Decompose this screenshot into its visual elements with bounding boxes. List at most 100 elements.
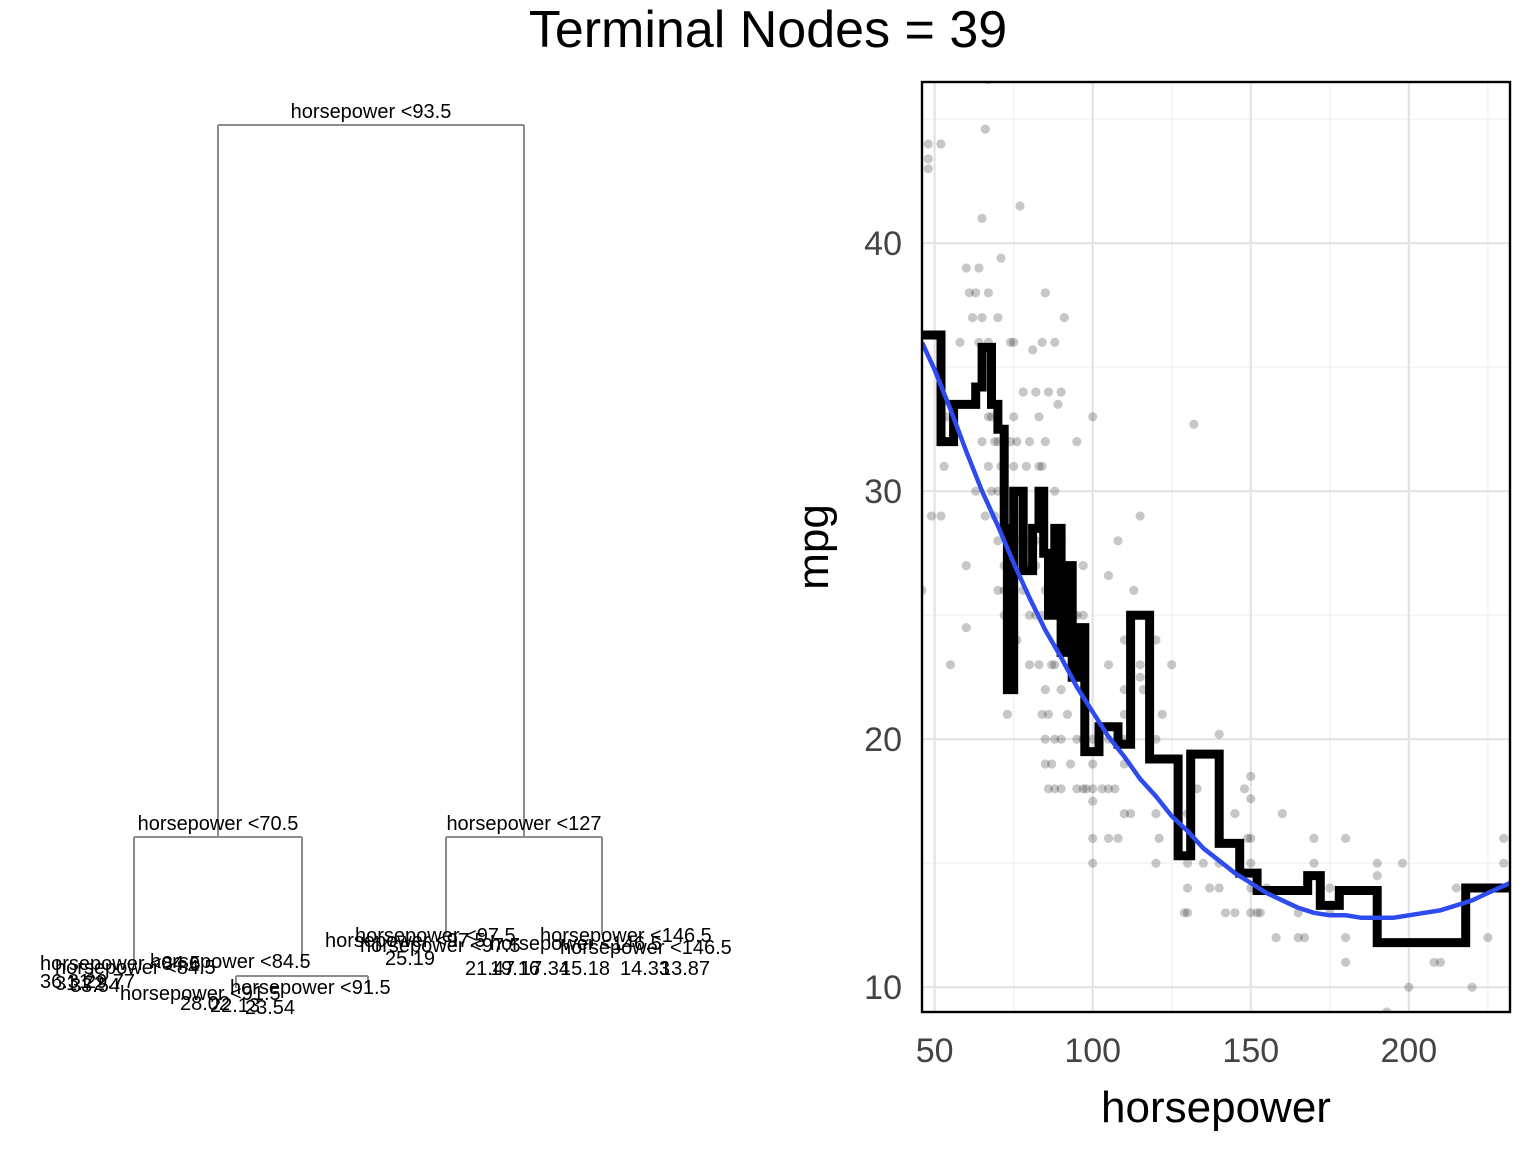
- data-point: [1103, 570, 1114, 581]
- data-point: [1129, 585, 1139, 596]
- data-point: [1015, 201, 1025, 211]
- tree-leaf-value: 21.47: [465, 958, 515, 980]
- data-point: [1002, 709, 1012, 720]
- data-point: [1078, 784, 1088, 794]
- data-point: [926, 511, 937, 521]
- data-point: [1113, 833, 1123, 844]
- data-point: [1214, 883, 1224, 893]
- data-point: [1009, 461, 1019, 471]
- y-tick-label: 20: [864, 721, 902, 759]
- data-point: [1499, 858, 1509, 868]
- tree-leaf-value: 28.02: [180, 993, 230, 1015]
- data-point: [1135, 660, 1145, 670]
- tree-split-label: horsepower <146.5: [560, 937, 732, 959]
- tree-leaf-value: 19.16: [490, 958, 540, 980]
- data-point: [939, 461, 949, 471]
- data-point: [1103, 660, 1114, 670]
- data-point: [1024, 437, 1035, 447]
- data-point: [1198, 858, 1208, 868]
- data-point: [980, 511, 990, 521]
- data-point: [1088, 833, 1098, 844]
- data-point: [1043, 387, 1054, 397]
- data-point: [1451, 883, 1461, 893]
- data-point: [1113, 536, 1123, 546]
- data-point: [1065, 759, 1076, 769]
- x-axis-title: horsepower: [1101, 1083, 1331, 1132]
- data-point: [977, 313, 987, 323]
- tree-split-label: horsepower <91.5: [120, 983, 281, 1005]
- data-point: [1072, 734, 1082, 744]
- data-point: [1499, 833, 1509, 844]
- data-point: [1034, 461, 1044, 471]
- tree-leaf-value: 31.72: [55, 973, 105, 995]
- tree-split-label: horsepower <91.5: [230, 977, 391, 999]
- tree-step-fit-line: [922, 330, 1510, 948]
- data-point: [1205, 883, 1215, 893]
- data-point: [1372, 871, 1382, 881]
- page-title: Terminal Nodes = 39: [528, 1, 1008, 59]
- panel-border: [920, 80, 1512, 1014]
- data-point: [1404, 982, 1414, 992]
- data-point: [1040, 685, 1050, 695]
- data-point: [1072, 437, 1082, 447]
- data-point: [1088, 784, 1098, 794]
- data-point: [1031, 387, 1041, 397]
- tree-split-label: horsepower <84.5: [150, 951, 311, 973]
- tree-split-label: horsepower <70.5: [138, 813, 299, 835]
- data-point: [967, 313, 978, 323]
- data-point: [936, 139, 946, 149]
- data-point: [1119, 809, 1129, 819]
- x-tick-label: 50: [916, 1032, 954, 1070]
- tree-split-label: horsepower <127: [446, 813, 601, 835]
- data-point: [1056, 734, 1066, 744]
- tree-leaf-value: 23.54: [245, 997, 295, 1019]
- data-point: [1246, 771, 1256, 782]
- data-point: [1050, 784, 1060, 794]
- data-point: [1072, 784, 1082, 794]
- data-point: [1271, 933, 1281, 943]
- data-point: [1005, 337, 1016, 347]
- data-point: [971, 288, 981, 298]
- tree-leaf-value: 33.54: [70, 975, 120, 997]
- data-point: [1135, 511, 1145, 521]
- mpg-horsepower-scatter-plot: 50 100 150 200 10 20 30 40 horsepower mpg: [780, 70, 1530, 1150]
- data-point: [1467, 982, 1477, 992]
- data-point: [1214, 729, 1224, 739]
- data-point: [1088, 858, 1098, 868]
- tree-split-label: horsepower <97.5: [325, 930, 486, 952]
- data-point: [1293, 933, 1303, 943]
- y-tick-label: 30: [864, 473, 902, 511]
- data-point: [1062, 709, 1073, 720]
- data-point: [1230, 809, 1240, 819]
- data-point: [983, 461, 993, 471]
- data-point: [1220, 908, 1231, 918]
- bottom-margin-mask: [922, 1012, 1510, 1150]
- data-point: [1028, 345, 1038, 355]
- data-point: [977, 437, 987, 447]
- data-point: [1050, 486, 1060, 496]
- data-point: [1050, 734, 1060, 744]
- data-point: [980, 124, 990, 134]
- data-point: [1050, 660, 1060, 670]
- data-point: [1110, 784, 1120, 794]
- data-point: [955, 337, 965, 347]
- data-point: [1341, 833, 1351, 844]
- tree-split-label: horsepower <146.5: [540, 925, 712, 947]
- data-point: [1088, 759, 1098, 769]
- data-point: [1157, 709, 1167, 720]
- data-point: [1246, 858, 1256, 868]
- data-point: [977, 213, 987, 223]
- data-point: [996, 253, 1006, 263]
- tree-leaf-value: 36.31: [40, 971, 90, 993]
- data-point: [1009, 337, 1019, 347]
- data-point: [1429, 957, 1439, 968]
- data-point: [1012, 437, 1022, 447]
- data-point: [1103, 833, 1114, 844]
- data-point: [1024, 610, 1035, 620]
- data-point: [923, 164, 933, 174]
- data-point: [983, 412, 993, 422]
- data-point: [1325, 883, 1335, 893]
- data-point: [1179, 908, 1189, 918]
- data-point: [1024, 660, 1035, 670]
- data-point: [1040, 734, 1050, 744]
